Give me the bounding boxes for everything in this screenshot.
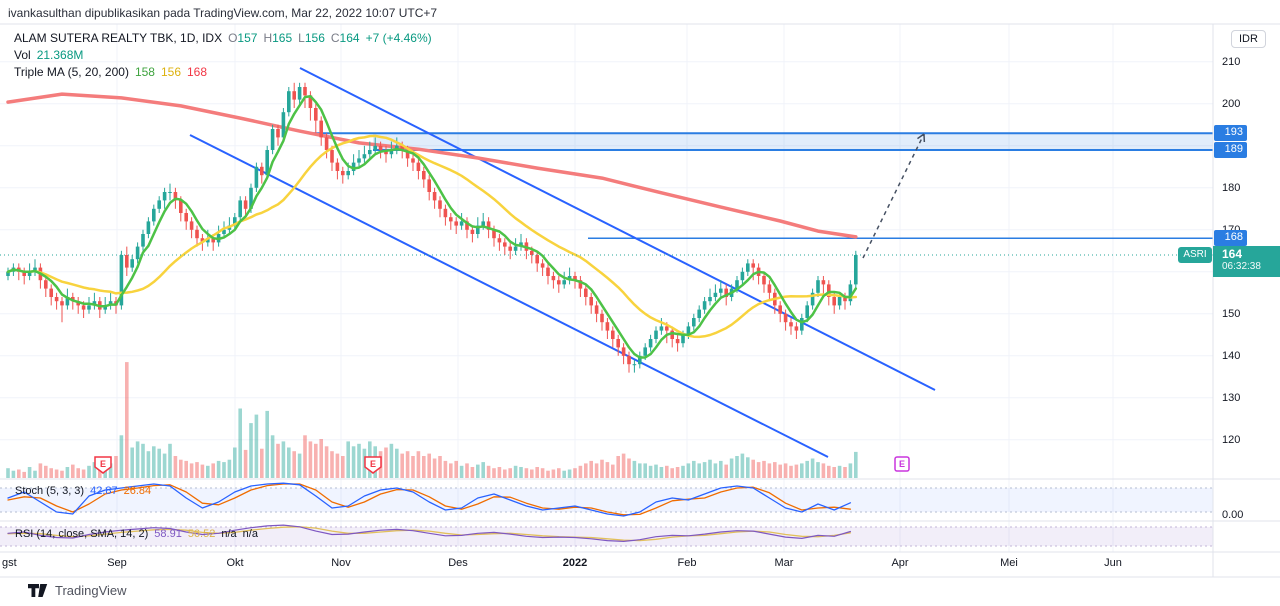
ohlc-close: C164 [330, 31, 360, 45]
time-axis-label: Apr [891, 557, 909, 569]
ma20-value: 156 [160, 65, 181, 79]
symbol-price-tag: ASRI [1178, 247, 1212, 263]
time-axis-label: Okt [226, 557, 244, 569]
stoch-d-value: 26.84 [123, 485, 152, 497]
bar-countdown: 06:32:38 [1222, 261, 1261, 272]
volume-bars [6, 362, 858, 478]
symbol-title: ALAM SUTERA REALTY TBK, 1D, IDX [14, 31, 223, 45]
footer: TradingView [28, 583, 127, 598]
symbol-row: ALAM SUTERA REALTY TBK, 1D, IDX O157 H16… [14, 30, 432, 46]
price-tick-label: 140 [1222, 349, 1241, 362]
triple-ma-row: Triple MA (5, 20, 200) 158 156 168 [14, 64, 432, 80]
stoch-label-text: Stoch (5, 3, 3) [15, 485, 85, 497]
volume-value: 21.368M [36, 48, 84, 62]
earnings-marker[interactable]: E [94, 456, 112, 474]
ohlc-low: L156 [298, 31, 325, 45]
earnings-marker[interactable]: E [894, 456, 910, 472]
time-axis-label: Mei [1000, 557, 1018, 569]
price-tick-label: 210 [1222, 55, 1241, 68]
rsi-pane [0, 524, 1213, 547]
ma5-line [6, 94, 858, 359]
stoch-k-value: 42.87 [90, 485, 118, 497]
svg-text:E: E [370, 459, 376, 469]
publish-info: ivankasulthan dipublikasikan pada Tradin… [8, 6, 438, 20]
triple-ma-label: Triple MA (5, 20, 200) [14, 65, 129, 79]
chart-legend: ALAM SUTERA REALTY TBK, 1D, IDX O157 H16… [14, 30, 432, 81]
pane-separators [0, 23, 1280, 578]
trend-channel [189, 67, 936, 458]
rsi-value: 58.91 [154, 528, 182, 540]
time-axis-label: Des [448, 557, 468, 569]
rsi-label-text: RSI (14, close, SMA, 14, 2) [15, 528, 149, 540]
price-tick-label: 120 [1222, 433, 1241, 446]
time-axis-label: Feb [677, 557, 697, 569]
price-tick-label: 200 [1222, 97, 1241, 110]
ma20-line [6, 134, 858, 339]
footer-brand[interactable]: TradingView [55, 583, 127, 598]
price-tick-label: 130 [1222, 391, 1241, 404]
rsi-na1: n/a [221, 528, 237, 540]
rsi-ma-value: 56.52 [187, 528, 216, 540]
svg-text:E: E [899, 459, 905, 469]
currency-button[interactable]: IDR [1231, 30, 1266, 48]
ohlc-open: O157 [228, 31, 258, 45]
price-tick-label: 150 [1222, 307, 1241, 320]
rsi-legend: RSI (14, close, SMA, 14, 2) 58.91 56.52 … [15, 528, 258, 540]
volume-row: Vol 21.368M [14, 47, 432, 63]
volume-label: Vol [14, 48, 31, 62]
stoch-legend: Stoch (5, 3, 3) 42.87 26.84 [15, 485, 151, 497]
time-axis-label: Sep [107, 557, 127, 569]
time-axis-label: Mar [774, 557, 794, 569]
time-axis-label: Jun [1104, 557, 1122, 569]
ma5-value: 158 [134, 65, 155, 79]
ma200-line [6, 92, 858, 239]
current-price-value: 164 [1222, 247, 1243, 261]
projection-arrow [862, 133, 926, 259]
svg-text:E: E [100, 459, 106, 469]
change-value: +7 (+4.46%) [365, 31, 432, 45]
price-tick-label: 0.00 [1222, 509, 1244, 521]
current-price-label: 164 06:32:38 [1213, 246, 1280, 277]
price-level-label-168: 168 [1214, 230, 1247, 247]
time-axis-label: 2022 [562, 557, 588, 569]
resistance-zone [313, 132, 1213, 151]
time-axis-label: gst [2, 557, 17, 569]
ma200-value: 168 [187, 65, 208, 79]
time-axis-label: Nov [331, 557, 351, 569]
ohlc-high: H165 [263, 31, 293, 45]
price-tick-label: 180 [1222, 181, 1241, 194]
price-level-label-189: 189 [1214, 142, 1247, 158]
earnings-marker[interactable]: E [364, 456, 382, 474]
stoch-pane [0, 482, 1213, 517]
candles [6, 82, 858, 373]
rsi-na2: n/a [242, 528, 258, 540]
tradingview-logo-icon[interactable] [28, 583, 48, 598]
price-level-label-193: 193 [1214, 125, 1247, 142]
